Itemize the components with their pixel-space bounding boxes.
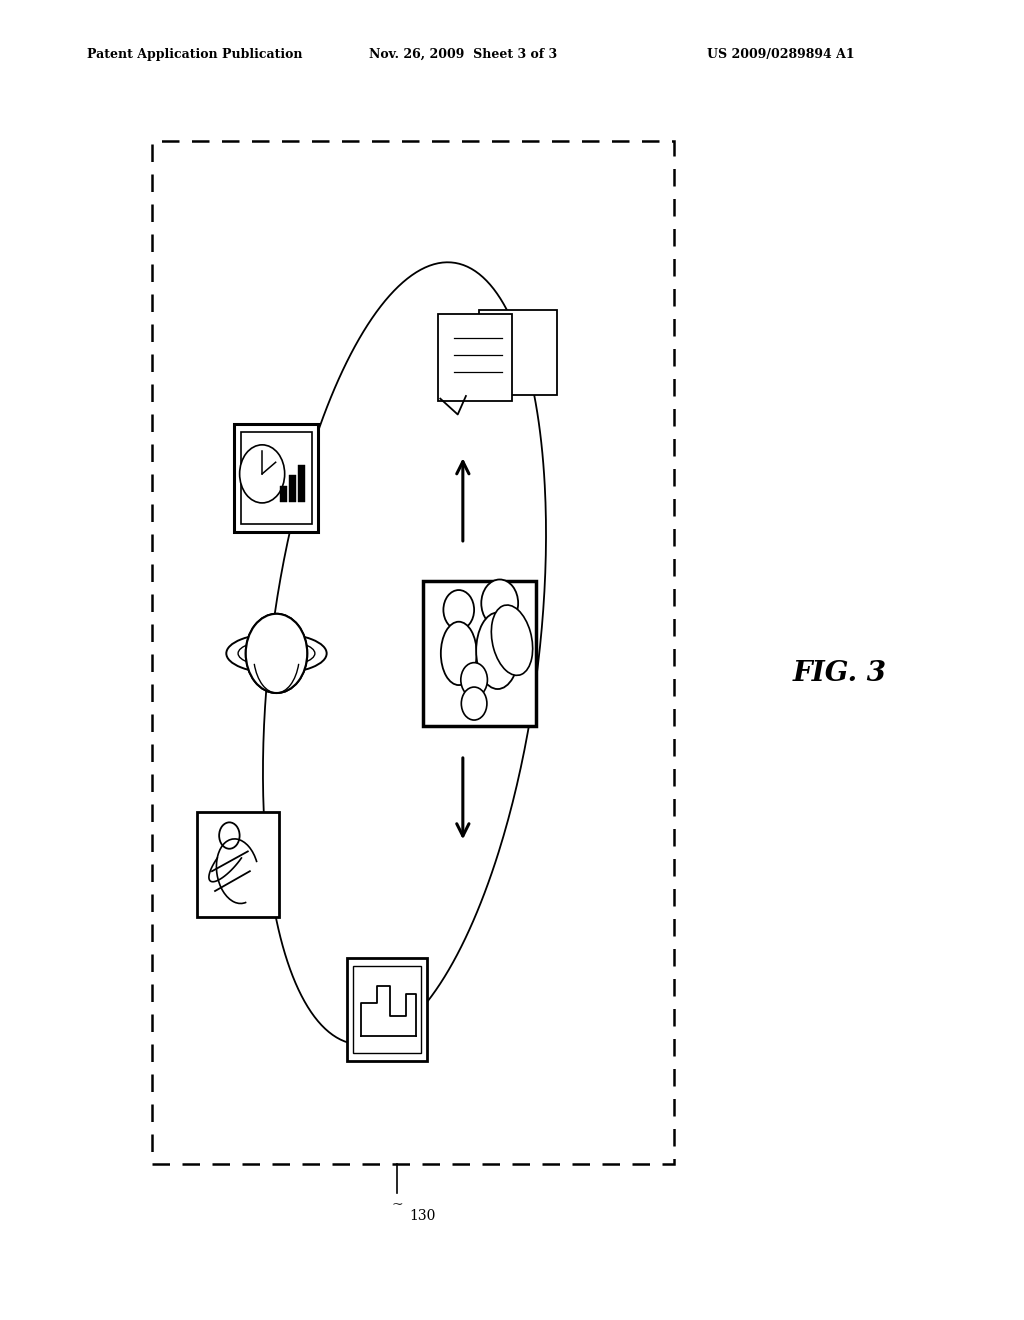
Bar (347, 958, 427, 1061)
Ellipse shape (461, 686, 487, 721)
Bar (241, 432, 312, 524)
Ellipse shape (440, 622, 477, 685)
Text: US 2009/0289894 A1: US 2009/0289894 A1 (707, 48, 854, 61)
Bar (423, 581, 536, 726)
Text: 130: 130 (410, 1209, 436, 1224)
Text: ~: ~ (391, 1199, 403, 1213)
Circle shape (246, 614, 307, 693)
Bar (298, 465, 305, 502)
Bar (197, 812, 279, 917)
Circle shape (240, 445, 285, 503)
Text: Nov. 26, 2009  Sheet 3 of 3: Nov. 26, 2009 Sheet 3 of 3 (369, 48, 557, 61)
Bar (152, 141, 674, 1164)
Circle shape (461, 663, 487, 697)
Bar (234, 424, 318, 532)
FancyBboxPatch shape (438, 314, 512, 401)
Ellipse shape (492, 605, 532, 676)
Circle shape (443, 590, 474, 630)
Bar (353, 966, 421, 1053)
FancyBboxPatch shape (479, 310, 557, 395)
Circle shape (481, 579, 518, 627)
Ellipse shape (476, 612, 519, 689)
Bar (289, 475, 296, 502)
Bar (280, 486, 287, 502)
Text: FIG. 3: FIG. 3 (793, 660, 887, 686)
Text: Patent Application Publication: Patent Application Publication (87, 48, 302, 61)
Circle shape (246, 614, 307, 693)
